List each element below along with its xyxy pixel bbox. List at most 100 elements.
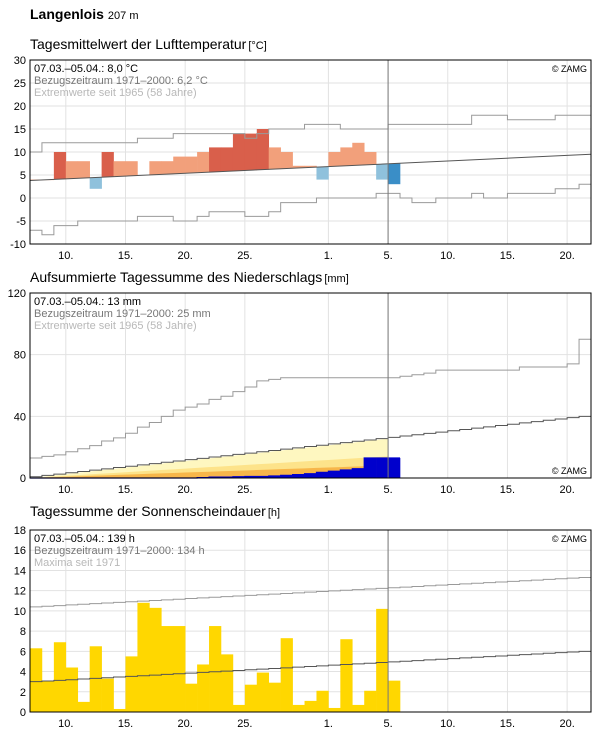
temperature-copyright: © ZAMG (552, 64, 587, 74)
temperature-bar (90, 177, 102, 188)
precipitation-x-tick: 5. (383, 484, 392, 496)
sunshine-info-3: Maxima seit 1971 (34, 557, 120, 569)
precipitation-x-tick: 25. (237, 484, 252, 496)
sunshine-x-tick: 20. (178, 718, 193, 730)
sunshine-y-tick: 0 (20, 707, 26, 719)
precipitation-x-tick: 15. (500, 484, 515, 496)
sunshine-y-tick: 12 (14, 586, 26, 598)
precipitation-upper-extreme-line (30, 339, 591, 458)
temperature-y-tick: -10 (10, 239, 26, 251)
temperature-bar (364, 152, 376, 165)
sunshine-bar (221, 654, 233, 712)
sunshine-y-tick: 10 (14, 606, 26, 618)
precipitation-observed-bar (305, 474, 317, 478)
temperature-bar (173, 157, 185, 174)
precipitation-y-tick: 0 (20, 473, 26, 485)
temperature-bar (376, 164, 388, 180)
precipitation-x-tick: 10. (440, 484, 455, 496)
temperature-bar (328, 152, 340, 166)
temperature-info-1: 07.03.–05.04.: 8,0 °C (34, 63, 138, 75)
precipitation-info-1: 07.03.–05.04.: 13 mm (34, 296, 141, 308)
sunshine-bar (90, 646, 102, 712)
sunshine-y-tick: 8 (20, 626, 26, 638)
temperature-y-tick: -5 (16, 216, 26, 228)
sunshine-bar (233, 705, 245, 712)
sunshine-info-1: 07.03.–05.04.: 139 h (34, 533, 135, 545)
precipitation-info-3: Extremwerte seit 1965 (58 Jahre) (34, 320, 197, 332)
sunshine-x-tick: 1. (324, 718, 333, 730)
temperature-lower-extreme-line (30, 184, 591, 235)
temperature-bar (149, 161, 161, 174)
temperature-bar (125, 161, 137, 176)
sunshine-x-tick: 25. (237, 718, 252, 730)
sunshine-copyright: © ZAMG (552, 534, 587, 544)
temperature-bar (281, 152, 293, 169)
sunshine-chart: 02468101214161810.15.20.25.1.5.10.15.20.… (0, 517, 596, 742)
sunshine-bar (269, 683, 281, 712)
precipitation-observed-bar (364, 458, 376, 478)
temperature-y-tick: 5 (20, 170, 26, 182)
temperature-x-tick: 5. (383, 250, 392, 262)
sunshine-mean-line (30, 651, 591, 681)
temperature-y-tick: 20 (14, 101, 26, 113)
sunshine-info-2: Bezugszeitraum 1971–2000: 134 h (34, 545, 205, 557)
temperature-bar (221, 147, 233, 171)
temperature-upper-extreme-line (30, 115, 591, 152)
sunshine-y-tick: 16 (14, 545, 26, 557)
sunshine-bar (316, 691, 328, 712)
sunshine-y-tick: 14 (14, 565, 26, 577)
precipitation-observed-bar (328, 471, 340, 478)
sunshine-x-tick: 10. (440, 718, 455, 730)
temperature-bar (352, 143, 364, 165)
temperature-y-tick: 30 (14, 55, 26, 67)
precipitation-x-tick: 1. (324, 484, 333, 496)
temperature-y-tick: 15 (14, 124, 26, 136)
temperature-x-tick: 10. (440, 250, 455, 262)
temperature-y-tick: 0 (20, 193, 26, 205)
sunshine-y-tick: 4 (20, 667, 26, 679)
temperature-x-tick: 25. (237, 250, 252, 262)
sunshine-bar (54, 642, 66, 712)
sunshine-bar (328, 708, 340, 712)
sunshine-x-tick: 15. (118, 718, 133, 730)
temperature-bar (197, 152, 209, 172)
temperature-info-2: Bezugszeitraum 1971–2000: 6,2 °C (34, 75, 208, 87)
sunshine-bar (376, 609, 388, 712)
temperature-x-tick: 15. (500, 250, 515, 262)
precipitation-x-tick: 20. (178, 484, 193, 496)
precipitation-observed-bar (316, 472, 328, 478)
sunshine-bar (245, 685, 257, 712)
temperature-info-3: Extremwerte seit 1965 (58 Jahre) (34, 87, 197, 99)
temperature-bar (257, 129, 269, 170)
station-altitude: 207 m (108, 10, 139, 22)
sunshine-bar (293, 705, 305, 712)
precipitation-x-tick: 20. (559, 484, 574, 496)
temperature-bar (161, 161, 173, 174)
sunshine-bar (185, 684, 197, 712)
precipitation-x-tick: 15. (118, 484, 133, 496)
sunshine-bar (257, 673, 269, 712)
temperature-bar (340, 147, 352, 165)
temperature-y-tick: 25 (14, 78, 26, 90)
sunshine-bar (352, 705, 364, 712)
sunshine-bar (209, 626, 221, 712)
sunshine-y-tick: 6 (20, 646, 26, 658)
temperature-bar (209, 147, 221, 171)
sunshine-bar (161, 626, 173, 712)
sunshine-y-tick: 18 (14, 525, 26, 537)
sunshine-bar (30, 648, 42, 712)
temperature-x-tick: 20. (559, 250, 574, 262)
temperature-x-tick: 20. (178, 250, 193, 262)
sunshine-bar (125, 656, 137, 712)
temperature-bar (114, 161, 126, 176)
sunshine-bar (364, 691, 376, 712)
precipitation-info-2: Bezugszeitraum 1971–2000: 25 mm (34, 308, 211, 320)
precipitation-observed-bar (388, 458, 400, 478)
precipitation-observed-bar (340, 470, 352, 478)
precipitation-observed-bar (376, 458, 388, 478)
precipitation-y-tick: 120 (8, 288, 26, 300)
precipitation-chart: 0408012010.15.20.25.1.5.10.15.20.07.03.–… (0, 283, 596, 503)
temperature-bar (388, 164, 400, 185)
sunshine-y-tick: 2 (20, 687, 26, 699)
